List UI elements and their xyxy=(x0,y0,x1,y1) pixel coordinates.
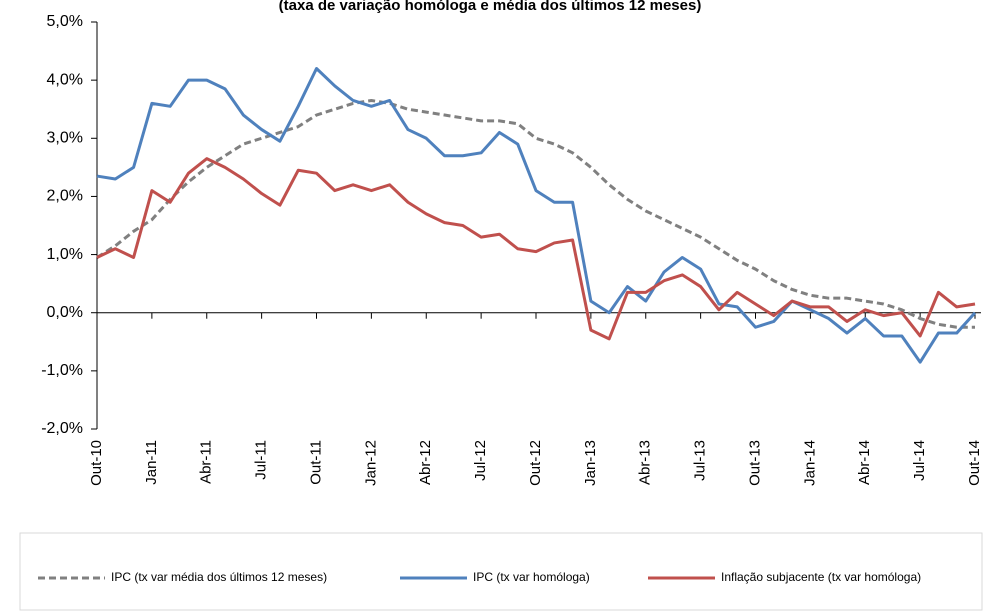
x-tick-label: Jul-13 xyxy=(692,440,709,481)
x-tick-label: Out-14 xyxy=(966,440,983,486)
y-tick-label: -1,0% xyxy=(41,362,83,379)
legend-label: Inflação subjacente (tx var homóloga) xyxy=(721,570,921,584)
legend-box xyxy=(19,532,983,611)
x-tick-label: Out-10 xyxy=(88,440,105,486)
x-tick-label: Jan-14 xyxy=(801,440,818,486)
x-tick-label: Jul-11 xyxy=(253,440,270,480)
x-tick-label: Abr-11 xyxy=(198,440,215,484)
y-tick-label: 5,0% xyxy=(47,13,83,30)
data-line xyxy=(96,157,976,341)
x-tick-label: Out-13 xyxy=(746,440,763,486)
y-tick-label: -2,0% xyxy=(41,420,83,437)
y-tick-label: 4,0% xyxy=(47,71,83,88)
y-tick-label: 1,0% xyxy=(47,246,83,263)
chart-title: (taxa de variação homóloga e média dos ú… xyxy=(279,0,702,14)
data-line xyxy=(96,67,977,364)
x-tick-label: Jan-13 xyxy=(582,440,599,486)
legend-label: IPC (tx var homóloga) xyxy=(473,570,590,584)
legend-label: IPC (tx var média dos últimos 12 meses) xyxy=(111,570,327,584)
x-tick-label: Jul-12 xyxy=(472,440,489,481)
y-tick-label: 3,0% xyxy=(47,130,83,147)
y-tick-label: 2,0% xyxy=(47,188,83,205)
data-line xyxy=(96,98,975,329)
x-tick-label: Jan-11 xyxy=(143,440,160,485)
x-tick-label: Abr-12 xyxy=(417,440,434,485)
x-tick-label: Out-11 xyxy=(307,440,324,485)
x-tick-label: Jan-12 xyxy=(362,440,379,486)
x-tick-label: Abr-14 xyxy=(856,440,873,485)
x-tick-label: Jul-14 xyxy=(911,440,928,481)
y-tick-label: 0,0% xyxy=(47,304,83,321)
x-tick-label: Out-12 xyxy=(527,440,544,486)
x-tick-label: Abr-13 xyxy=(637,440,654,485)
